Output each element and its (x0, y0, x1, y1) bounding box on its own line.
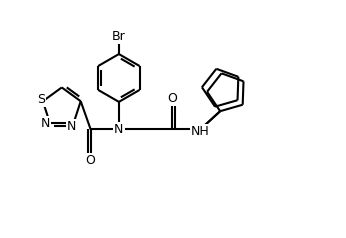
Text: S: S (37, 93, 45, 106)
Text: N: N (67, 120, 76, 133)
Text: Br: Br (112, 30, 126, 43)
Text: O: O (86, 154, 95, 167)
Text: N: N (40, 117, 50, 130)
Text: O: O (167, 92, 177, 105)
Text: N: N (114, 123, 124, 136)
Text: NH: NH (191, 125, 210, 138)
